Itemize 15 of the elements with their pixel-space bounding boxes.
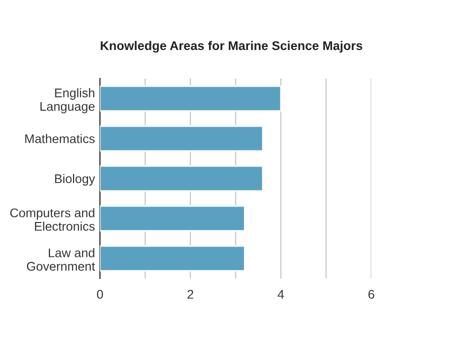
bar bbox=[100, 205, 246, 232]
y-tick-label: Biology bbox=[55, 174, 96, 186]
chart-title: Knowledge Areas for Marine Science Majors bbox=[100, 40, 362, 53]
x-tick-label: 6 bbox=[368, 290, 374, 299]
x-tick-label: 4 bbox=[278, 290, 284, 299]
bar bbox=[100, 245, 246, 272]
x-tick-label: 0 bbox=[96, 290, 103, 299]
y-tick-label: Law and Government bbox=[26, 248, 96, 271]
y-tick-label: English Language bbox=[40, 88, 95, 114]
bar bbox=[100, 85, 282, 112]
x-tick-label: 2 bbox=[188, 290, 194, 299]
y-tick-label: Mathematics bbox=[25, 134, 95, 144]
bar bbox=[100, 165, 264, 192]
y-tick-label: Computers and Electronics bbox=[10, 208, 95, 231]
bar bbox=[100, 125, 264, 152]
